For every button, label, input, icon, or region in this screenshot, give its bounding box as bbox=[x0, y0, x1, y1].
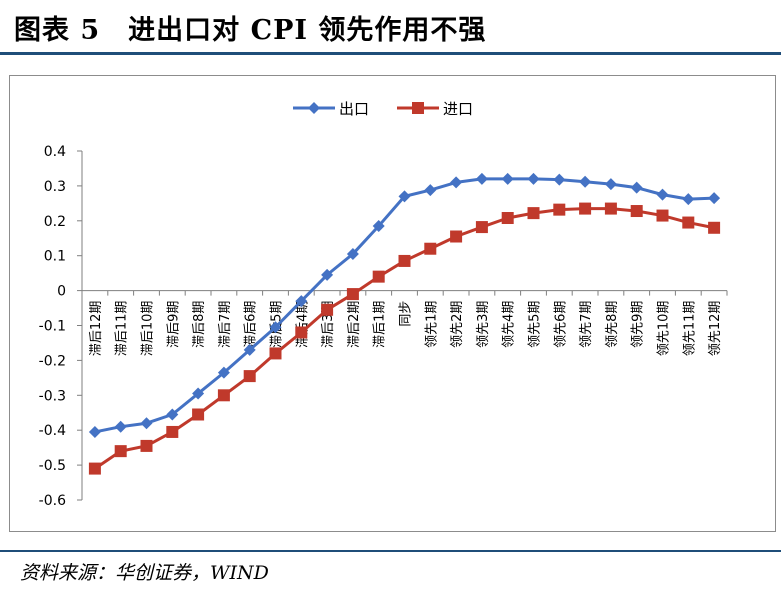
data-point-diamond bbox=[553, 173, 566, 186]
x-tick-label: 领先8期 bbox=[605, 301, 620, 348]
y-tick-label: 0.4 bbox=[44, 144, 66, 160]
data-point-square bbox=[114, 445, 127, 458]
data-point-diamond bbox=[501, 172, 514, 185]
figure-title: 图表 5 进出口对 CPI 领先作用不强 bbox=[14, 15, 487, 46]
chart-frame bbox=[9, 75, 776, 532]
legend-label: 进口 bbox=[443, 100, 473, 118]
x-tick-label: 领先9期 bbox=[631, 301, 646, 348]
source-note: 资料来源：华创证券，WIND bbox=[20, 562, 269, 584]
legend-label: 出口 bbox=[339, 100, 369, 118]
data-point-diamond bbox=[656, 188, 669, 201]
data-point-diamond bbox=[398, 190, 411, 203]
x-tick-label: 领先1期 bbox=[424, 301, 439, 348]
data-point-diamond bbox=[114, 420, 127, 433]
data-point-square bbox=[88, 462, 101, 475]
data-point-diamond bbox=[295, 295, 308, 308]
data-point-diamond bbox=[682, 193, 695, 206]
data-point-square bbox=[630, 205, 643, 218]
data-point-square bbox=[450, 230, 463, 243]
y-tick-label: -0.5 bbox=[39, 458, 66, 474]
x-tick-label: 滞后11期 bbox=[115, 301, 130, 357]
data-point-diamond bbox=[346, 247, 359, 260]
chart-legend: 出口 进口 bbox=[293, 100, 473, 118]
data-point-square bbox=[682, 216, 695, 229]
data-point-square bbox=[579, 202, 592, 215]
data-point-square bbox=[527, 207, 540, 220]
x-tick-label: 同步 bbox=[399, 301, 414, 327]
data-point-diamond bbox=[166, 408, 179, 421]
data-point-diamond bbox=[475, 172, 488, 185]
data-point-square bbox=[321, 303, 334, 316]
y-tick-label: 0.2 bbox=[44, 214, 66, 230]
data-point-diamond bbox=[579, 175, 592, 188]
data-point-square bbox=[708, 221, 721, 234]
data-point-diamond bbox=[243, 343, 256, 356]
y-tick-label: 0.1 bbox=[44, 249, 66, 265]
legend-marker-square bbox=[412, 102, 424, 114]
data-point-diamond bbox=[140, 417, 153, 430]
data-point-square bbox=[501, 212, 514, 225]
title-divider bbox=[0, 52, 781, 55]
series-line-2 bbox=[94, 207, 715, 470]
data-point-diamond bbox=[450, 176, 463, 189]
x-tick-label: 领先5期 bbox=[528, 301, 543, 348]
data-point-square bbox=[475, 221, 488, 234]
x-tick-label: 领先7期 bbox=[579, 301, 594, 348]
x-tick-label: 滞后7期 bbox=[218, 301, 233, 348]
y-tick-label: -0.6 bbox=[39, 493, 66, 509]
x-tick-label: 滞后1期 bbox=[373, 301, 388, 348]
data-point-square bbox=[269, 347, 282, 360]
data-point-diamond bbox=[269, 321, 282, 334]
data-point-square bbox=[295, 326, 308, 339]
data-point-diamond bbox=[321, 268, 334, 281]
data-point-diamond bbox=[708, 192, 721, 205]
x-tick-label: 领先10期 bbox=[657, 301, 672, 357]
source-divider bbox=[0, 550, 781, 552]
x-tick-label: 滞后10期 bbox=[141, 301, 156, 357]
data-point-square bbox=[424, 242, 437, 255]
x-tick-label: 领先11期 bbox=[682, 301, 697, 357]
x-tick-label: 领先4期 bbox=[502, 301, 517, 348]
x-tick-label: 领先3期 bbox=[476, 301, 491, 348]
data-point-diamond bbox=[372, 220, 385, 233]
chart-series bbox=[88, 172, 721, 475]
x-tick-label: 领先2期 bbox=[450, 301, 465, 348]
data-point-square bbox=[243, 370, 256, 383]
data-point-square bbox=[604, 202, 617, 215]
chart-axes: 0.4 0.3 0.2 0.1 0 -0.1 -0.2 -0.3 -0.4 -0.5 -0.6 滞后1… bbox=[39, 144, 728, 509]
data-point-square bbox=[346, 288, 359, 301]
x-tick-label: 领先12期 bbox=[708, 301, 723, 357]
data-point-square bbox=[140, 439, 153, 452]
data-point-square bbox=[217, 389, 230, 402]
x-tick-label: 滞后4期 bbox=[295, 301, 310, 348]
data-point-square bbox=[398, 254, 411, 267]
x-tick-label: 领先6期 bbox=[553, 301, 568, 348]
data-point-square bbox=[372, 270, 385, 283]
x-tick-label: 滞后12期 bbox=[89, 301, 104, 357]
y-tick-label: -0.2 bbox=[39, 353, 66, 369]
y-tick-label: -0.4 bbox=[39, 423, 66, 439]
data-point-square bbox=[656, 209, 669, 222]
data-point-diamond bbox=[88, 425, 101, 438]
data-point-diamond bbox=[192, 387, 205, 400]
data-point-diamond bbox=[630, 181, 643, 194]
x-tick-label: 滞后2期 bbox=[347, 301, 362, 348]
legend-marker-diamond bbox=[308, 102, 320, 114]
data-point-diamond bbox=[527, 172, 540, 185]
y-tick-label: -0.1 bbox=[39, 319, 66, 335]
data-point-square bbox=[166, 425, 179, 438]
data-point-diamond bbox=[424, 184, 437, 197]
x-tick-label: 滞后9期 bbox=[166, 301, 181, 348]
data-point-diamond bbox=[217, 366, 230, 379]
x-tick-label: 滞后8期 bbox=[192, 301, 207, 348]
y-tick-label: 0 bbox=[57, 284, 66, 300]
data-point-square bbox=[553, 203, 566, 216]
data-point-diamond bbox=[604, 178, 617, 191]
y-tick-label: -0.3 bbox=[39, 388, 66, 404]
y-tick-label: 0.3 bbox=[44, 179, 66, 195]
data-point-square bbox=[192, 408, 205, 421]
x-tick-label: 滞后6期 bbox=[244, 301, 259, 348]
